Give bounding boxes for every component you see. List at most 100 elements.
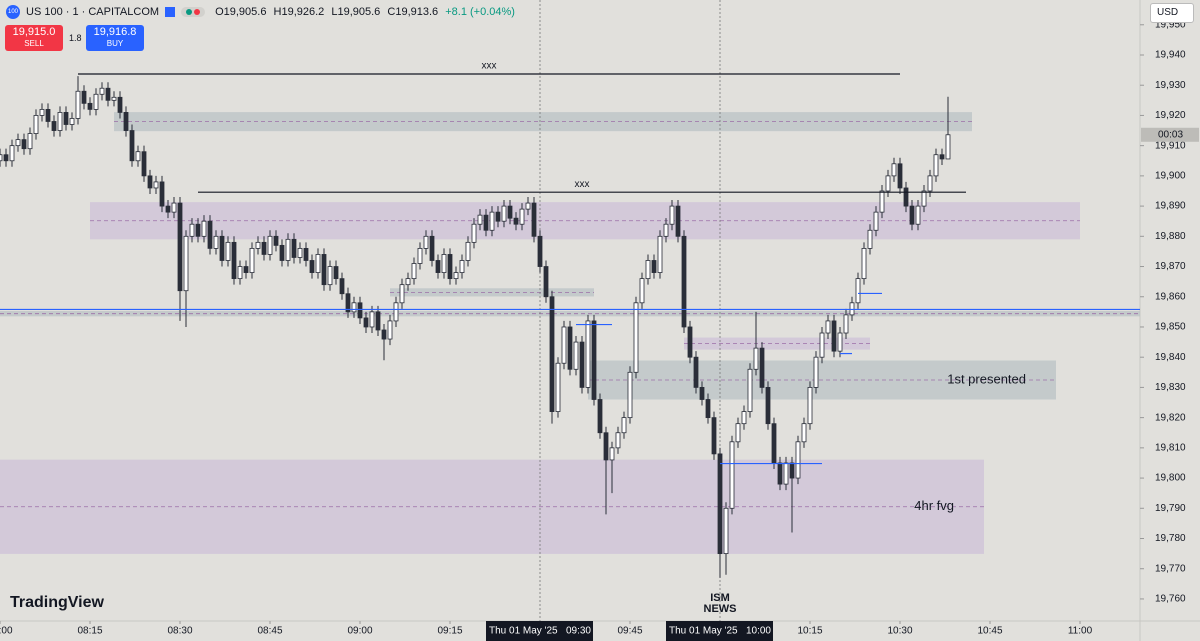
candle-body bbox=[357, 302, 363, 319]
countdown: 00:03 bbox=[1158, 129, 1183, 140]
y-tick-label: 19,870 bbox=[1155, 261, 1186, 272]
x-tick-label: 09:00 bbox=[347, 626, 372, 637]
marker-label-box bbox=[666, 621, 773, 641]
candle-body bbox=[393, 302, 399, 322]
x-tick-label: 10:15 bbox=[797, 626, 822, 637]
candle-body bbox=[825, 320, 831, 334]
x-tick-label: 08:00 bbox=[0, 626, 13, 637]
candle-body bbox=[813, 356, 819, 388]
candle-body bbox=[99, 87, 105, 95]
candle-body bbox=[663, 223, 669, 237]
candle-body bbox=[561, 326, 567, 364]
candle-body bbox=[483, 214, 489, 231]
candle-body bbox=[891, 163, 897, 177]
y-tick-label: 19,810 bbox=[1155, 442, 1186, 453]
buy-label: BUY bbox=[106, 39, 124, 48]
ohlc-value: 19,913.6 bbox=[395, 6, 439, 18]
candle-body bbox=[777, 462, 783, 485]
candle-body bbox=[147, 175, 153, 189]
marker-label-box bbox=[486, 621, 593, 641]
candle-body bbox=[651, 260, 657, 273]
sell-button[interactable]: 19,915.0 SELL bbox=[5, 25, 63, 51]
level-label: xxx bbox=[482, 61, 497, 72]
y-tick-label: 19,770 bbox=[1155, 563, 1186, 574]
x-tick-label: 09:15 bbox=[437, 626, 462, 637]
candle-body bbox=[399, 284, 405, 304]
status-dots[interactable] bbox=[181, 7, 206, 17]
candle-body bbox=[831, 320, 837, 352]
ohlc-value: 19,905.6 bbox=[337, 6, 381, 18]
candle-body bbox=[585, 320, 591, 388]
candle-body bbox=[405, 278, 411, 286]
ohlc: O19,905.6 H19,926.2 L19,905.6 C19,913.6 … bbox=[211, 6, 515, 18]
candle-body bbox=[459, 260, 465, 273]
currency-button[interactable]: USD bbox=[1150, 3, 1194, 23]
y-tick-label: 19,820 bbox=[1155, 412, 1186, 423]
candle-body bbox=[573, 341, 579, 370]
x-tick-label: 08:15 bbox=[77, 626, 102, 637]
candle-body bbox=[501, 205, 507, 222]
candle-body bbox=[819, 332, 825, 358]
x-tick-label: 08:45 bbox=[257, 626, 282, 637]
candle-body bbox=[105, 87, 111, 101]
candle-body bbox=[741, 411, 747, 425]
candle-body bbox=[699, 387, 705, 400]
y-tick-label: 19,930 bbox=[1155, 80, 1186, 91]
y-tick-label: 19,800 bbox=[1155, 473, 1186, 484]
candle-body bbox=[63, 112, 69, 125]
candle-body bbox=[237, 266, 243, 280]
y-tick-label: 19,850 bbox=[1155, 322, 1186, 333]
candle-body bbox=[837, 332, 843, 352]
candle-body bbox=[861, 247, 867, 280]
logo[interactable]: TradingView bbox=[10, 594, 104, 611]
candle-body bbox=[447, 254, 453, 280]
candle-body bbox=[303, 247, 309, 261]
candle-body bbox=[903, 187, 909, 207]
candle-body bbox=[45, 108, 51, 122]
candle-body bbox=[3, 154, 9, 162]
buy-button[interactable]: 19,916.8 BUY bbox=[86, 25, 144, 51]
candle-body bbox=[321, 254, 327, 286]
candle-body bbox=[135, 151, 141, 162]
candle-body bbox=[879, 190, 885, 213]
candle-body bbox=[159, 181, 165, 207]
buy-price: 19,916.8 bbox=[93, 26, 137, 38]
candle-body bbox=[225, 241, 231, 261]
sell-label: SELL bbox=[24, 39, 44, 48]
candle-body bbox=[621, 417, 627, 434]
symbol-name[interactable]: US 100 · 1 · CAPITALCOM bbox=[26, 6, 160, 18]
ohlc-key: L bbox=[331, 6, 338, 18]
candle-body bbox=[855, 278, 861, 304]
candle-body bbox=[519, 208, 525, 225]
candle-body bbox=[909, 205, 915, 225]
candle-body bbox=[765, 387, 771, 425]
candle-body bbox=[423, 235, 429, 249]
candle-body bbox=[945, 134, 951, 160]
y-tick-label: 19,790 bbox=[1155, 503, 1186, 514]
candle-body bbox=[387, 320, 393, 340]
ohlc-key: O bbox=[215, 6, 224, 18]
symbol-icon: 100 bbox=[6, 5, 20, 19]
candle-body bbox=[657, 235, 663, 273]
candle-body bbox=[219, 235, 225, 261]
candle-body bbox=[189, 223, 195, 237]
candle-body bbox=[885, 175, 891, 192]
candle-body bbox=[531, 202, 537, 237]
candle-body bbox=[87, 102, 93, 110]
level-label: xxx bbox=[575, 179, 590, 190]
flag-icon[interactable] bbox=[165, 7, 176, 17]
candle-body bbox=[729, 441, 735, 509]
candle-body bbox=[51, 121, 57, 131]
x-tick-label: 09:45 bbox=[617, 626, 642, 637]
candle-body bbox=[375, 311, 381, 331]
y-tick-label: 19,920 bbox=[1155, 110, 1186, 121]
candle-body bbox=[333, 266, 339, 280]
candle-body bbox=[327, 266, 333, 286]
candle-body bbox=[129, 130, 135, 162]
candle-body bbox=[507, 205, 513, 219]
candle-body bbox=[279, 244, 285, 261]
candle-body bbox=[249, 247, 255, 273]
candle-body bbox=[597, 399, 603, 434]
candle-body bbox=[933, 154, 939, 177]
zone-label: 1st presented bbox=[947, 371, 1026, 386]
